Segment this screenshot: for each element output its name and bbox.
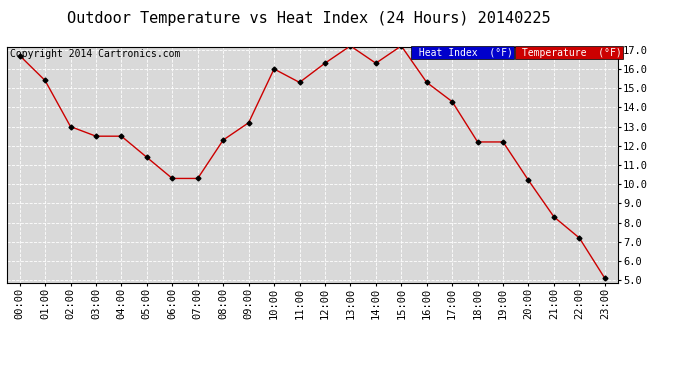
Text: Outdoor Temperature vs Heat Index (24 Hours) 20140225: Outdoor Temperature vs Heat Index (24 Ho… [68, 11, 551, 26]
Text: Copyright 2014 Cartronics.com: Copyright 2014 Cartronics.com [10, 49, 181, 59]
Text: Heat Index  (°F): Heat Index (°F) [413, 48, 513, 58]
Text: Temperature  (°F): Temperature (°F) [516, 48, 622, 58]
